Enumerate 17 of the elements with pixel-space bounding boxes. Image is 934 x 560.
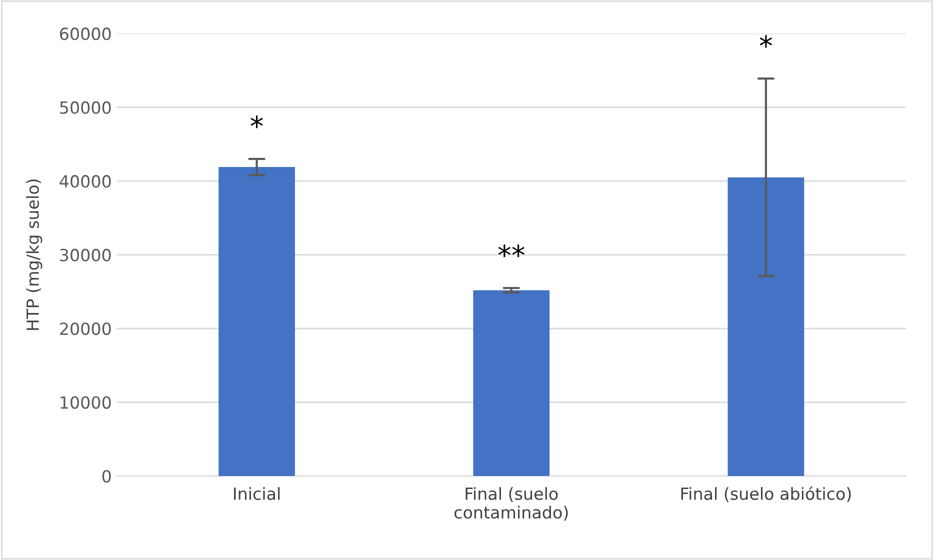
- y-tick-label: 0: [102, 470, 111, 483]
- x-tick-label: Inicial: [234, 487, 280, 500]
- annotation: **: [498, 244, 524, 258]
- annotation: *: [250, 115, 263, 128]
- y-tick-label: 20000: [60, 322, 111, 336]
- y-tick-label: 40000: [60, 175, 111, 188]
- y-tick-label: 10000: [60, 396, 111, 409]
- bar: [728, 177, 804, 476]
- y-tick-label: 50000: [60, 101, 111, 114]
- y-axis-title: HTP (mg/kg suelo): [26, 180, 42, 330]
- x-tick-label: Final (suelo contaminado): [454, 487, 568, 521]
- y-tick-label: 60000: [60, 28, 111, 40]
- x-tick-label: Final (suelo abiótico): [681, 486, 851, 502]
- y-tick-label: 30000: [60, 248, 111, 262]
- bar: [473, 290, 550, 476]
- bar: [218, 167, 295, 476]
- annotation: *: [760, 35, 772, 48]
